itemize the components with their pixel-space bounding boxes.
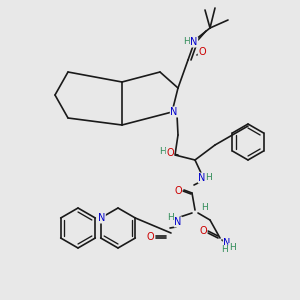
- Text: H: H: [201, 202, 207, 211]
- Text: O: O: [199, 226, 207, 236]
- Text: N: N: [170, 107, 178, 117]
- Text: H: H: [205, 173, 212, 182]
- Text: O: O: [198, 47, 206, 57]
- Text: H: H: [183, 38, 189, 46]
- Text: O: O: [174, 186, 182, 196]
- Text: N: N: [190, 37, 198, 47]
- Text: H: H: [167, 214, 173, 223]
- Text: N: N: [198, 173, 206, 183]
- Text: N: N: [223, 238, 231, 248]
- Text: H: H: [229, 244, 236, 253]
- Text: N: N: [98, 213, 105, 223]
- Text: O: O: [146, 232, 154, 242]
- Text: N: N: [174, 217, 182, 227]
- Text: O: O: [166, 148, 174, 158]
- Text: H: H: [160, 148, 167, 157]
- Text: H: H: [222, 245, 228, 254]
